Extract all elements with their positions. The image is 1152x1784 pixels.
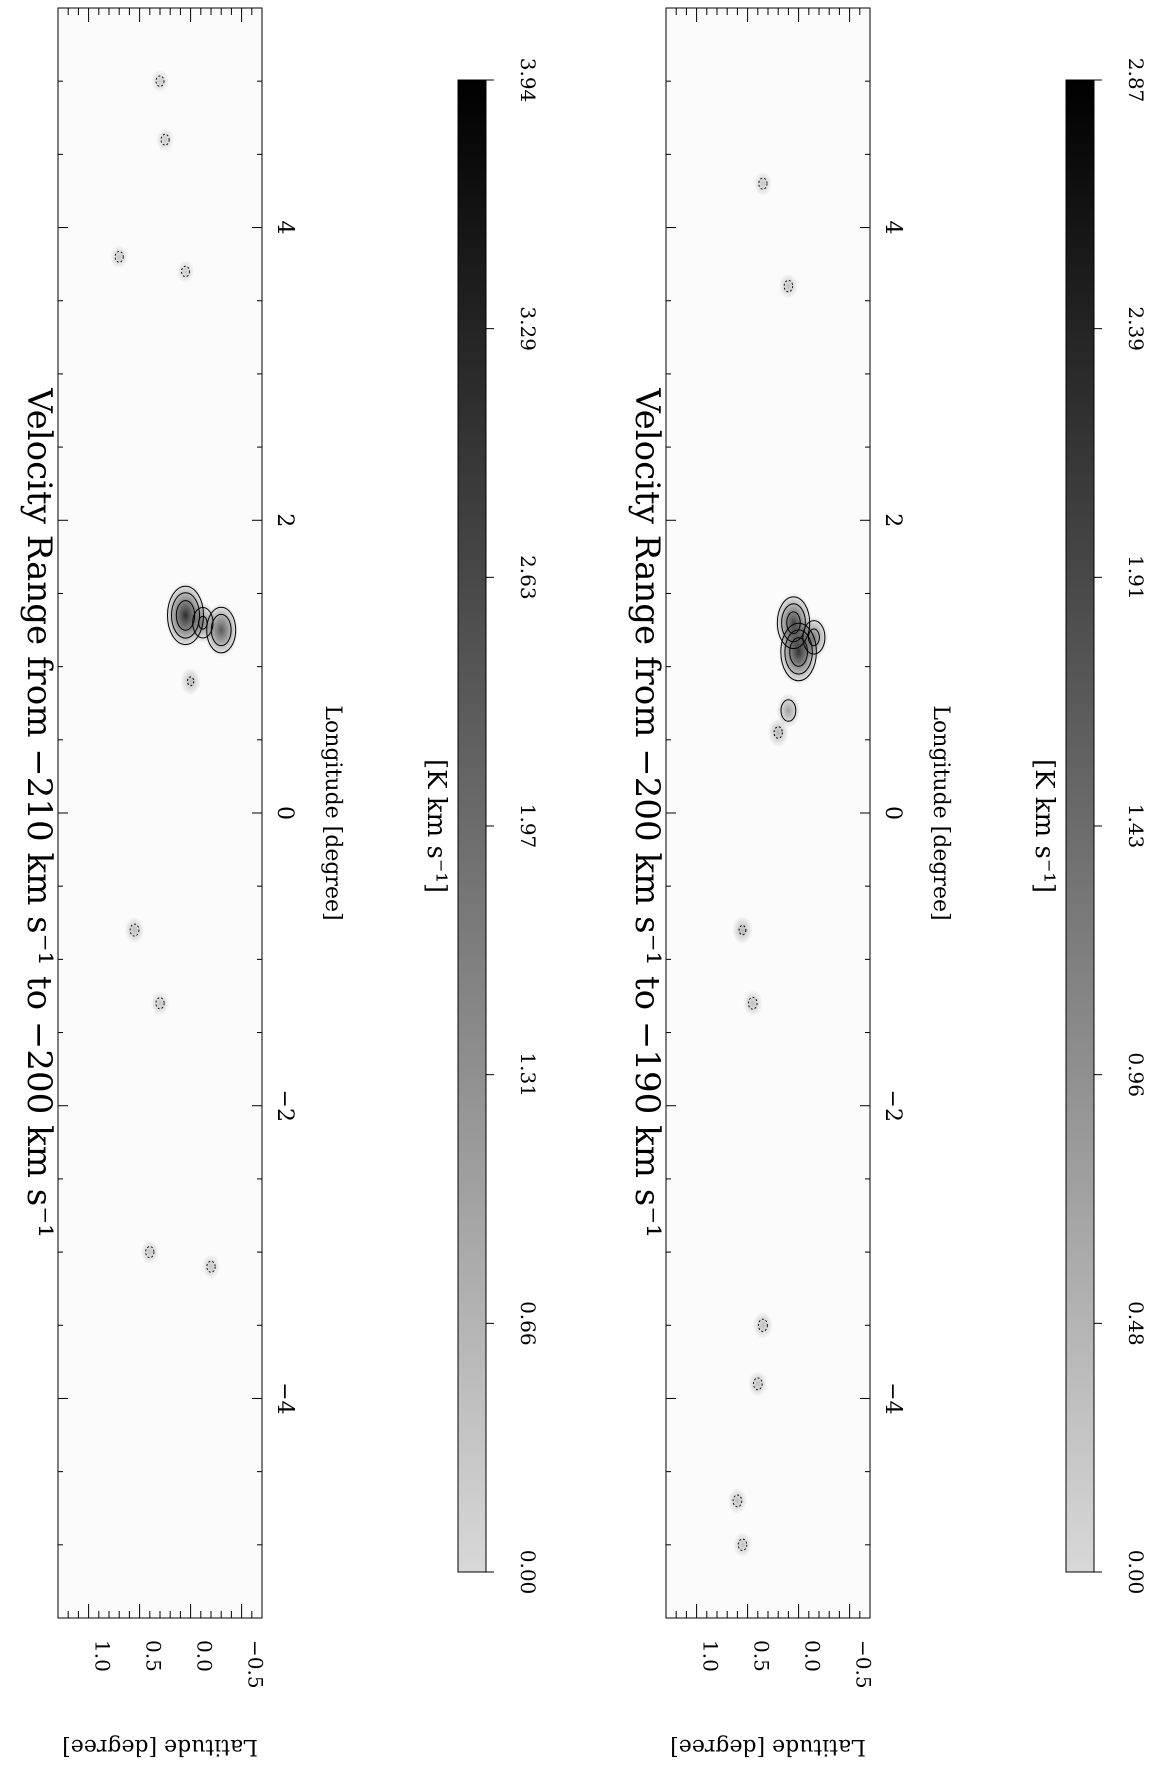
contour bbox=[807, 628, 820, 647]
contour bbox=[786, 611, 801, 635]
contour bbox=[773, 726, 783, 739]
emission-feature bbox=[778, 273, 798, 299]
colorbar bbox=[457, 79, 487, 1573]
x-tick-label: −2 bbox=[272, 1090, 297, 1122]
emission-feature bbox=[150, 990, 170, 1016]
contour bbox=[192, 606, 214, 639]
colorbar-tick-label: 2.63 bbox=[516, 555, 540, 600]
colorbar-tick-label: 2.87 bbox=[1124, 58, 1148, 103]
emission-feature bbox=[727, 1487, 748, 1515]
y-tick-label: −0.5 bbox=[852, 1640, 876, 1689]
panel-2: 4 2 0 −2 −4 1.0 0.5 0.0 −0.5 Longitude [degree] La… bbox=[627, 7, 1148, 1759]
emission-feature bbox=[201, 1254, 221, 1280]
x-tick-label: −2 bbox=[880, 1090, 905, 1122]
emission-feature bbox=[733, 1532, 752, 1558]
contour bbox=[802, 620, 826, 655]
y-tick-label: −0.5 bbox=[244, 1640, 268, 1689]
colorbar-tick-label: 1.43 bbox=[1124, 804, 1148, 849]
panel-1: 4 2 0 −2 −4 1.0 0.5 0.0 −0.5 Longitude [degree] La… bbox=[19, 7, 540, 1759]
x-tick-label: −4 bbox=[272, 1382, 297, 1414]
colorbar bbox=[1065, 79, 1095, 1573]
contour bbox=[747, 996, 758, 1010]
contour bbox=[780, 699, 797, 722]
contour bbox=[155, 997, 165, 1010]
contour bbox=[198, 615, 208, 630]
y-tick-label: 0.0 bbox=[193, 1640, 217, 1672]
colorbar-tick-label: 1.31 bbox=[516, 1052, 540, 1097]
colorbar-tick-label: 2.39 bbox=[1124, 306, 1148, 351]
x-tick-label: 2 bbox=[272, 513, 297, 527]
emission-feature bbox=[140, 1239, 160, 1265]
plot-area bbox=[58, 8, 262, 1618]
emission-feature bbox=[753, 171, 773, 196]
emission-features bbox=[110, 69, 239, 1280]
emission-feature bbox=[180, 667, 201, 696]
colorbar-tick-label: 3.29 bbox=[516, 306, 540, 351]
colorbar-label: [K km s⁻¹] bbox=[421, 759, 451, 893]
colorbar-label: [K km s⁻¹] bbox=[1029, 759, 1059, 893]
contour bbox=[738, 924, 747, 936]
contour bbox=[160, 133, 170, 146]
emission-feature bbox=[742, 990, 763, 1017]
emission-feature bbox=[189, 602, 217, 644]
contour bbox=[206, 1260, 216, 1273]
emission-feature bbox=[151, 69, 169, 93]
colorbar-tick-label: 0.48 bbox=[1124, 1301, 1148, 1346]
contour bbox=[114, 250, 124, 263]
emission-feature bbox=[748, 1370, 768, 1397]
plot-area bbox=[666, 8, 870, 1618]
contour bbox=[757, 1318, 768, 1332]
colorbar-tick-label: 1.97 bbox=[516, 804, 540, 849]
contour bbox=[758, 177, 768, 190]
contour bbox=[783, 279, 794, 293]
colorbar-tick-label: 0.96 bbox=[1124, 1052, 1148, 1097]
chart-title: Velocity Range from −200 km s⁻¹ to −190 … bbox=[627, 387, 667, 1238]
x-tick-label: 4 bbox=[880, 221, 905, 235]
colorbar-tick-label: 0.00 bbox=[1124, 1550, 1148, 1595]
x-tick-label: 0 bbox=[880, 806, 905, 820]
contour bbox=[186, 676, 195, 687]
x-tick-label: 2 bbox=[880, 513, 905, 527]
x-axis-label: Longitude [degree] bbox=[928, 705, 953, 920]
contour bbox=[155, 75, 165, 87]
emission-features bbox=[727, 171, 829, 1558]
emission-feature bbox=[767, 717, 789, 748]
y-axis-label: Latitude [degree] bbox=[670, 1734, 866, 1759]
y-tick-label: 0.0 bbox=[801, 1640, 825, 1672]
emission-feature bbox=[799, 615, 829, 660]
x-tick-label: 0 bbox=[272, 806, 297, 820]
y-tick-label: 0.5 bbox=[750, 1640, 774, 1672]
contour bbox=[145, 1246, 155, 1259]
chart-title: Velocity Range from −210 km s⁻¹ to −200 … bbox=[19, 387, 59, 1238]
contour bbox=[732, 1494, 743, 1508]
y-tick-label: 1.0 bbox=[91, 1640, 115, 1672]
emission-feature bbox=[752, 1311, 773, 1339]
y-tick-label: 0.5 bbox=[142, 1640, 166, 1672]
colorbar-tick-label: 1.91 bbox=[1124, 555, 1148, 600]
emission-feature bbox=[156, 127, 175, 152]
contour bbox=[181, 265, 190, 278]
contour bbox=[737, 1538, 748, 1551]
contour bbox=[752, 1377, 763, 1391]
y-tick-label: 1.0 bbox=[699, 1640, 723, 1672]
x-axis-label: Longitude [degree] bbox=[320, 705, 345, 920]
y-axis-label: Latitude [degree] bbox=[62, 1734, 258, 1759]
emission-feature bbox=[110, 244, 129, 269]
emission-feature bbox=[776, 693, 801, 728]
colorbar-tick-label: 0.66 bbox=[516, 1301, 540, 1346]
colorbar-tick-label: 3.94 bbox=[516, 58, 540, 103]
emission-feature bbox=[732, 916, 753, 945]
emission-feature bbox=[176, 259, 195, 284]
colorbar-tick-label: 0.00 bbox=[516, 1550, 540, 1595]
emission-feature bbox=[124, 916, 145, 944]
x-tick-label: −4 bbox=[880, 1382, 905, 1414]
x-tick-label: 4 bbox=[272, 221, 297, 235]
